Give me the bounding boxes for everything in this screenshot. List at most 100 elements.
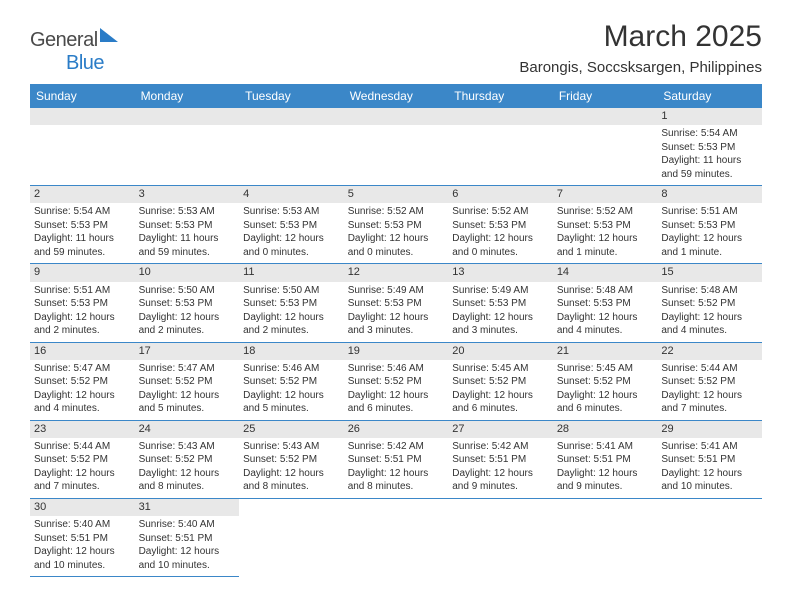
day-header-row: Sunday Monday Tuesday Wednesday Thursday… (30, 84, 762, 108)
sunset-text: Sunset: 5:52 PM (243, 453, 340, 467)
sunrise-text: Sunrise: 5:48 AM (557, 284, 654, 298)
calendar-day-cell: 9Sunrise: 5:51 AMSunset: 5:53 PMDaylight… (30, 264, 135, 342)
day-number-empty (239, 108, 344, 125)
calendar-day-cell: 15Sunrise: 5:48 AMSunset: 5:52 PMDayligh… (657, 264, 762, 342)
daylight-text: Daylight: 12 hours and 8 minutes. (139, 467, 236, 494)
calendar-day-cell: 25Sunrise: 5:43 AMSunset: 5:52 PMDayligh… (239, 420, 344, 498)
sunset-text: Sunset: 5:53 PM (243, 219, 340, 233)
calendar-head: Sunday Monday Tuesday Wednesday Thursday… (30, 84, 762, 108)
day-details: Sunrise: 5:44 AMSunset: 5:52 PMDaylight:… (30, 438, 135, 498)
page-header: General Blue March 2025 Barongis, Soccsk… (30, 20, 762, 76)
logo-triangle-icon (100, 28, 118, 42)
sunrise-text: Sunrise: 5:52 AM (348, 205, 445, 219)
sunrise-text: Sunrise: 5:40 AM (139, 518, 236, 532)
calendar-day-cell (239, 108, 344, 186)
day-number: 20 (448, 343, 553, 360)
daylight-text: Daylight: 12 hours and 5 minutes. (139, 389, 236, 416)
day-number: 25 (239, 421, 344, 438)
sunset-text: Sunset: 5:51 PM (452, 453, 549, 467)
calendar-day-cell: 28Sunrise: 5:41 AMSunset: 5:51 PMDayligh… (553, 420, 658, 498)
day-details: Sunrise: 5:50 AMSunset: 5:53 PMDaylight:… (239, 282, 344, 342)
sunset-text: Sunset: 5:51 PM (139, 532, 236, 546)
daylight-text: Daylight: 12 hours and 1 minute. (661, 232, 758, 259)
daylight-text: Daylight: 12 hours and 7 minutes. (34, 467, 131, 494)
calendar-day-cell (553, 108, 658, 186)
day-number: 17 (135, 343, 240, 360)
daylight-text: Daylight: 12 hours and 8 minutes. (243, 467, 340, 494)
daylight-text: Daylight: 12 hours and 10 minutes. (34, 545, 131, 572)
logo-text-part2: Blue (66, 52, 104, 74)
calendar-week-row: 30Sunrise: 5:40 AMSunset: 5:51 PMDayligh… (30, 498, 762, 576)
sunrise-text: Sunrise: 5:52 AM (452, 205, 549, 219)
day-number: 22 (657, 343, 762, 360)
day-number: 10 (135, 264, 240, 281)
day-details: Sunrise: 5:52 AMSunset: 5:53 PMDaylight:… (344, 203, 449, 263)
sunrise-text: Sunrise: 5:45 AM (452, 362, 549, 376)
calendar-day-cell: 5Sunrise: 5:52 AMSunset: 5:53 PMDaylight… (344, 186, 449, 264)
sunset-text: Sunset: 5:51 PM (34, 532, 131, 546)
sunrise-text: Sunrise: 5:50 AM (139, 284, 236, 298)
day-number: 8 (657, 186, 762, 203)
day-number: 27 (448, 421, 553, 438)
day-number-empty (135, 108, 240, 125)
calendar-day-cell: 14Sunrise: 5:48 AMSunset: 5:53 PMDayligh… (553, 264, 658, 342)
calendar-day-cell: 20Sunrise: 5:45 AMSunset: 5:52 PMDayligh… (448, 342, 553, 420)
day-number: 31 (135, 499, 240, 516)
day-details: Sunrise: 5:53 AMSunset: 5:53 PMDaylight:… (239, 203, 344, 263)
sunrise-text: Sunrise: 5:41 AM (557, 440, 654, 454)
daylight-text: Daylight: 12 hours and 0 minutes. (243, 232, 340, 259)
sunset-text: Sunset: 5:53 PM (557, 219, 654, 233)
day-details: Sunrise: 5:52 AMSunset: 5:53 PMDaylight:… (448, 203, 553, 263)
day-details: Sunrise: 5:45 AMSunset: 5:52 PMDaylight:… (448, 360, 553, 420)
calendar-day-cell: 29Sunrise: 5:41 AMSunset: 5:51 PMDayligh… (657, 420, 762, 498)
logo-text-part1: General (30, 29, 98, 51)
calendar-day-cell: 8 Sunrise: 5:51 AMSunset: 5:53 PMDaylight… (657, 186, 762, 264)
day-number: 28 (553, 421, 658, 438)
day-details: Sunrise: 5:54 AMSunset: 5:53 PMDaylight:… (657, 125, 762, 185)
day-number: 7 (553, 186, 658, 203)
day-number: 26 (344, 421, 449, 438)
day-header: Saturday (657, 84, 762, 108)
sunset-text: Sunset: 5:53 PM (34, 219, 131, 233)
daylight-text: Daylight: 12 hours and 5 minutes. (243, 389, 340, 416)
day-header: Tuesday (239, 84, 344, 108)
daylight-text: Daylight: 12 hours and 1 minute. (557, 232, 654, 259)
calendar-day-cell: 27Sunrise: 5:42 AMSunset: 5:51 PMDayligh… (448, 420, 553, 498)
sunset-text: Sunset: 5:52 PM (139, 453, 236, 467)
daylight-text: Daylight: 11 hours and 59 minutes. (139, 232, 236, 259)
calendar-day-cell: 6Sunrise: 5:52 AMSunset: 5:53 PMDaylight… (448, 186, 553, 264)
calendar-week-row: 23Sunrise: 5:44 AMSunset: 5:52 PMDayligh… (30, 420, 762, 498)
sunrise-text: Sunrise: 5:54 AM (661, 127, 758, 141)
calendar-day-cell (135, 108, 240, 186)
sunrise-text: Sunrise: 5:43 AM (139, 440, 236, 454)
sunset-text: Sunset: 5:52 PM (348, 375, 445, 389)
sunrise-text: Sunrise: 5:47 AM (139, 362, 236, 376)
calendar-day-cell: 21Sunrise: 5:45 AMSunset: 5:52 PMDayligh… (553, 342, 658, 420)
title-block: March 2025 Barongis, Soccsksargen, Phili… (519, 20, 762, 76)
daylight-text: Daylight: 12 hours and 8 minutes. (348, 467, 445, 494)
daylight-text: Daylight: 12 hours and 4 minutes. (661, 311, 758, 338)
day-number: 18 (239, 343, 344, 360)
calendar-week-row: 1Sunrise: 5:54 AMSunset: 5:53 PMDaylight… (30, 108, 762, 186)
sunrise-text: Sunrise: 5:54 AM (34, 205, 131, 219)
day-header: Wednesday (344, 84, 449, 108)
daylight-text: Daylight: 12 hours and 6 minutes. (348, 389, 445, 416)
sunrise-text: Sunrise: 5:51 AM (661, 205, 758, 219)
day-details: Sunrise: 5:49 AMSunset: 5:53 PMDaylight:… (344, 282, 449, 342)
day-number: 5 (344, 186, 449, 203)
day-details: Sunrise: 5:50 AMSunset: 5:53 PMDaylight:… (135, 282, 240, 342)
calendar-day-cell: 19Sunrise: 5:46 AMSunset: 5:52 PMDayligh… (344, 342, 449, 420)
sunrise-text: Sunrise: 5:53 AM (243, 205, 340, 219)
day-details: Sunrise: 5:43 AMSunset: 5:52 PMDaylight:… (135, 438, 240, 498)
calendar-day-cell: 16Sunrise: 5:47 AMSunset: 5:52 PMDayligh… (30, 342, 135, 420)
sunset-text: Sunset: 5:53 PM (661, 219, 758, 233)
sunrise-text: Sunrise: 5:47 AM (34, 362, 131, 376)
day-details: Sunrise: 5:47 AMSunset: 5:52 PMDaylight:… (30, 360, 135, 420)
calendar-day-cell: 23Sunrise: 5:44 AMSunset: 5:52 PMDayligh… (30, 420, 135, 498)
sunset-text: Sunset: 5:52 PM (661, 297, 758, 311)
day-number: 24 (135, 421, 240, 438)
sunrise-text: Sunrise: 5:44 AM (661, 362, 758, 376)
day-details: Sunrise: 5:47 AMSunset: 5:52 PMDaylight:… (135, 360, 240, 420)
sunset-text: Sunset: 5:53 PM (452, 219, 549, 233)
calendar-week-row: 2Sunrise: 5:54 AMSunset: 5:53 PMDaylight… (30, 186, 762, 264)
